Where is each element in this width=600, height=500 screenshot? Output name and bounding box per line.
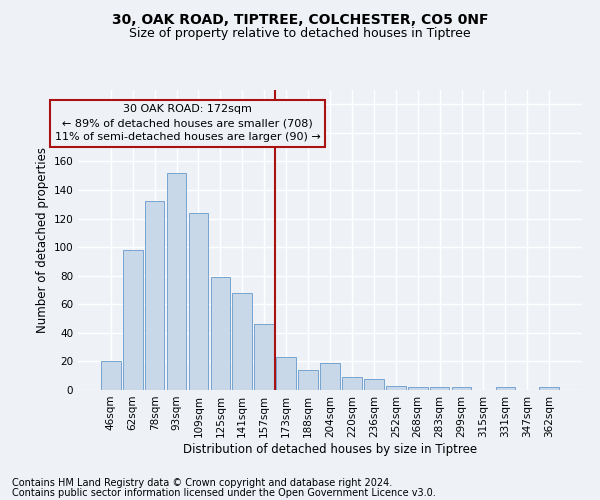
Bar [298,370,318,390]
Bar [430,387,449,390]
Bar [188,213,208,390]
Bar [320,363,340,390]
Bar [408,387,428,390]
Bar [496,387,515,390]
Bar [276,357,296,390]
Bar [539,387,559,390]
Bar [386,386,406,390]
X-axis label: Distribution of detached houses by size in Tiptree: Distribution of detached houses by size … [183,442,477,456]
Text: Size of property relative to detached houses in Tiptree: Size of property relative to detached ho… [129,28,471,40]
Bar [167,173,187,390]
Text: 30 OAK ROAD: 172sqm
← 89% of detached houses are smaller (708)
11% of semi-detac: 30 OAK ROAD: 172sqm ← 89% of detached ho… [55,104,320,142]
Text: Contains public sector information licensed under the Open Government Licence v3: Contains public sector information licen… [12,488,436,498]
Text: Contains HM Land Registry data © Crown copyright and database right 2024.: Contains HM Land Registry data © Crown c… [12,478,392,488]
Bar [254,324,274,390]
Y-axis label: Number of detached properties: Number of detached properties [36,147,49,333]
Bar [101,362,121,390]
Text: 30, OAK ROAD, TIPTREE, COLCHESTER, CO5 0NF: 30, OAK ROAD, TIPTREE, COLCHESTER, CO5 0… [112,12,488,26]
Bar [211,277,230,390]
Bar [364,378,384,390]
Bar [342,377,362,390]
Bar [145,202,164,390]
Bar [452,387,472,390]
Bar [123,250,143,390]
Bar [232,293,252,390]
